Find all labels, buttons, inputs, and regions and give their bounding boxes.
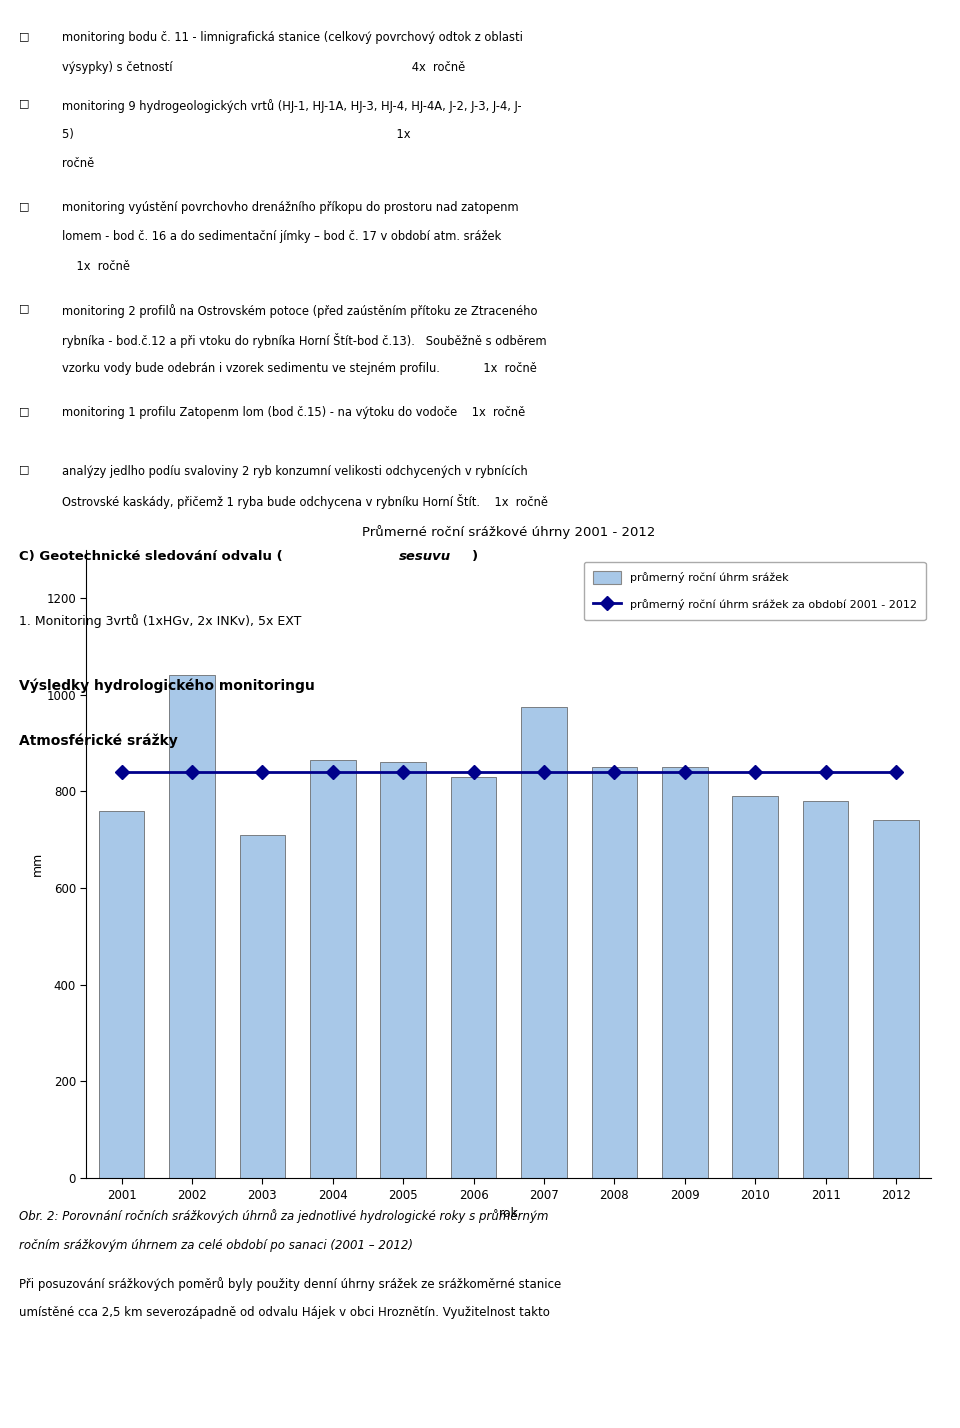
- Text: □: □: [19, 406, 30, 416]
- Bar: [662, 767, 708, 1178]
- Text: umístěné cca 2,5 km severozápadně od odvalu Hájek v obci Hroznětín. Využitelnost: umístěné cca 2,5 km severozápadně od odv…: [19, 1307, 550, 1319]
- Text: sesuvu: sesuvu: [399, 550, 451, 563]
- Text: ): ): [472, 550, 478, 563]
- Text: Obr. 2: Porovnání ročních srážkových úhrnů za jednotlivé hydrologické roky s prů: Obr. 2: Porovnání ročních srážkových úhr…: [19, 1210, 549, 1224]
- Bar: [310, 760, 355, 1178]
- Text: výsypky) s četností                                                             : výsypky) s četností: [62, 60, 466, 74]
- Bar: [99, 811, 144, 1178]
- Text: Atmosférické srážky: Atmosférické srážky: [19, 734, 178, 748]
- X-axis label: rok: rok: [499, 1207, 518, 1220]
- Text: 1. Monitoring 3vrtů (1xHGv, 2x INKv), 5x EXT: 1. Monitoring 3vrtů (1xHGv, 2x INKv), 5x…: [19, 614, 301, 628]
- Text: lomem - bod č. 16 a do sedimentační jímky – bod č. 17 v období atm. srážek: lomem - bod č. 16 a do sedimentační jímk…: [62, 230, 502, 244]
- Bar: [803, 801, 849, 1178]
- Text: vzorku vody bude odebrán i vzorek sedimentu ve stejném profilu.            1x  r: vzorku vody bude odebrán i vzorek sedime…: [62, 363, 538, 376]
- Text: 5)                                                                              : 5): [62, 129, 411, 141]
- Bar: [239, 835, 285, 1178]
- Text: monitoring 2 profilů na Ostrovském potoce (před zaústěním přítoku ze Ztraceného: monitoring 2 profilů na Ostrovském potoc…: [62, 304, 538, 317]
- Legend: průmerný roční úhrm srážek, průmerný roční úhrm srážek za období 2001 - 2012: průmerný roční úhrm srážek, průmerný roč…: [585, 561, 925, 620]
- Bar: [169, 675, 215, 1178]
- Text: monitoring bodu č. 11 - limnigrafická stanice (celkový povrchový odtok z oblasti: monitoring bodu č. 11 - limnigrafická st…: [62, 31, 523, 44]
- Text: Výsledky hydrologického monitoringu: Výsledky hydrologického monitoringu: [19, 678, 315, 693]
- Y-axis label: mm: mm: [31, 853, 43, 875]
- Bar: [591, 767, 637, 1178]
- Text: □: □: [19, 31, 30, 41]
- Text: analýzy jedlho podíu svaloviny 2 ryb konzumní velikosti odchycených v rybnících: analýzy jedlho podíu svaloviny 2 ryb kon…: [62, 464, 528, 478]
- Text: □: □: [19, 99, 30, 109]
- Title: Průmerné roční srážkové úhrny 2001 - 2012: Průmerné roční srážkové úhrny 2001 - 201…: [362, 526, 656, 538]
- Text: C) Geotechnické sledování odvalu (: C) Geotechnické sledování odvalu (: [19, 550, 283, 563]
- Text: Při posuzování srážkových poměrů byly použity denní úhrny srážek ze srážkoměrné : Při posuzování srážkových poměrů byly po…: [19, 1277, 562, 1291]
- Text: □: □: [19, 304, 30, 314]
- Text: rybníka - bod.č.12 a při vtoku do rybníka Horní Štít-bod č.13).   Souběžně s odb: rybníka - bod.č.12 a při vtoku do rybník…: [62, 333, 547, 348]
- Bar: [874, 821, 919, 1178]
- Bar: [380, 763, 426, 1178]
- Text: Ostrovské kaskády, přičemž 1 ryba bude odchycena v rybníku Horní Štít.    1x  ro: Ostrovské kaskády, přičemž 1 ryba bude o…: [62, 494, 548, 508]
- Bar: [450, 777, 496, 1178]
- Bar: [732, 797, 778, 1178]
- Bar: [521, 707, 566, 1178]
- Text: ročním srážkovým úhrnem za celé období po sanaci (2001 – 2012): ročním srážkovým úhrnem za celé období p…: [19, 1238, 413, 1252]
- Text: ročně: ročně: [62, 157, 95, 170]
- Text: 1x  ročně: 1x ročně: [62, 260, 131, 273]
- Text: monitoring 9 hydrogeologických vrtů (HJ-1, HJ-1A, HJ-3, HJ-4, HJ-4A, J-2, J-3, J: monitoring 9 hydrogeologických vrtů (HJ-…: [62, 99, 522, 113]
- Text: □: □: [19, 464, 30, 474]
- Text: □: □: [19, 201, 30, 211]
- Text: monitoring vyústění povrchovho drenážního příkopu do prostoru nad zatopenm: monitoring vyústění povrchovho drenážníh…: [62, 201, 519, 214]
- Text: monitoring 1 profilu Zatopenm lom (bod č.15) - na výtoku do vodoče    1x  ročně: monitoring 1 profilu Zatopenm lom (bod č…: [62, 406, 526, 420]
